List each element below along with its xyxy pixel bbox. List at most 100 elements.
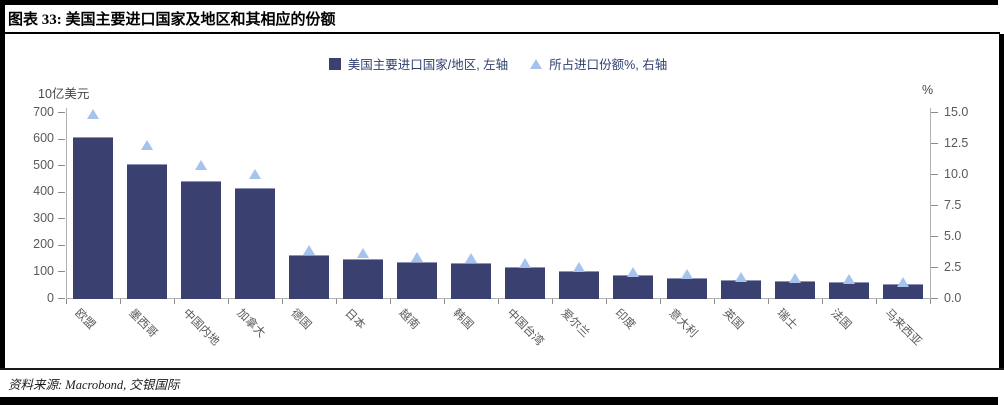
share-triangle-marker [626,266,639,277]
triangle-series-swatch-icon [530,58,543,69]
share-triangle-marker [788,273,801,284]
right-axis-tick [931,174,938,175]
x-axis-tick [876,299,877,304]
left-axis-tick [58,298,65,299]
x-axis-category-label: 德国 [288,307,314,332]
share-triangle-marker [464,253,477,264]
right-axis-tick [931,267,938,268]
x-axis-tick [822,299,823,304]
right-axis-tick-label: 12.5 [944,135,969,150]
x-axis-category-label: 意大利 [666,307,700,341]
share-triangle-marker [734,271,747,282]
x-axis-category-label: 爱尔兰 [558,307,592,341]
x-axis-tick [660,299,661,304]
x-axis-category-label: 印度 [612,307,638,332]
x-axis-tick [606,299,607,304]
share-triangle-marker [86,109,99,120]
share-triangle-marker [896,276,909,287]
legend-label: 所占进口份额%, 右轴 [549,58,668,72]
x-axis-category-label: 法国 [828,307,854,332]
x-axis-tick [444,299,445,304]
bar-series-swatch-icon [328,57,341,70]
right-axis-tick-label: 15.0 [944,104,969,119]
right-axis-tick [931,298,938,299]
legend-item: 美国主要进口国家/地区, 左轴 [328,54,509,73]
bar [829,282,869,299]
x-axis-category-label: 越南 [396,307,422,332]
x-axis-tick [174,299,175,304]
right-axis-tick-label: 7.5 [944,197,962,212]
right-axis-tick [931,236,938,237]
x-axis-tick [66,299,67,304]
share-triangle-marker [572,262,585,272]
share-triangle-marker [194,160,207,171]
bar [397,261,437,299]
top-border-bar [0,0,998,5]
left-axis-tick [58,244,65,246]
x-axis-baseline [66,298,931,299]
bottom-border-bar [0,397,998,405]
right-axis-tick-label: 2.5 [944,259,962,274]
x-axis-category-label: 马来西亚 [882,307,924,349]
left-border-bar [0,0,5,370]
share-triangle-marker [302,244,315,255]
left-axis-tick-label: 200 [33,237,54,252]
right-axis-tick [931,143,938,144]
x-axis-category-label: 欧盟 [72,307,98,332]
legend-label: 美国主要进口国家/地区, 左轴 [347,58,509,72]
share-triangle-marker [518,258,531,269]
left-axis-tick-label: 100 [33,263,54,278]
title-underline [0,32,1000,34]
right-axis-tick-label: 5.0 [944,228,962,243]
right-border-bar [999,34,1004,368]
bar [235,188,275,299]
bar [775,281,815,299]
left-axis-tick-label: 0 [47,290,54,305]
x-axis-category-label: 韩国 [450,307,476,332]
share-triangle-marker [356,248,369,259]
x-axis-tick [282,299,283,304]
right-axis-tick-label: 0.0 [944,290,962,305]
right-axis-tick [931,112,938,113]
left-axis-line [66,108,67,299]
left-axis-tick-label: 500 [33,157,54,172]
left-axis-tick [58,138,65,140]
x-axis-category-label: 中国内地 [180,307,222,349]
bar [127,163,167,299]
left-axis-tick [58,271,65,273]
left-axis-tick [58,191,65,193]
left-axis-tick-label: 700 [33,104,54,119]
left-axis-tick-label: 600 [33,131,54,146]
bar [451,262,491,299]
share-triangle-marker [140,140,153,151]
left-axis-unit-label: 10亿美元 [38,87,90,101]
x-axis-tick [390,299,391,304]
right-axis-line [930,108,931,299]
share-triangle-marker [248,169,261,179]
share-triangle-marker [842,274,855,285]
bar [721,279,761,299]
left-axis-tick-label: 300 [33,210,54,225]
right-axis-unit-label: % [922,83,934,97]
left-axis-tick-label: 400 [33,184,54,199]
bar [505,267,545,299]
x-axis-tick [552,299,553,304]
bar [181,181,221,299]
share-triangle-marker [410,252,423,263]
x-axis-category-label: 英国 [720,307,746,332]
x-axis-category-label: 瑞士 [774,307,800,332]
bar [73,137,113,299]
right-axis-tick [931,205,938,206]
bar [559,270,599,299]
left-axis-tick [58,218,65,220]
x-axis-tick [228,299,229,304]
legend: 美国主要进口国家/地区, 左轴 所占进口份额%, 右轴 [66,54,930,73]
share-triangle-marker [680,269,693,280]
legend-item: 所占进口份额%, 右轴 [530,54,667,73]
x-axis-tick [336,299,337,304]
footer-separator [0,368,1004,370]
right-axis-tick-label: 10.0 [944,166,969,181]
left-axis-tick [58,112,65,113]
left-axis-tick [58,165,65,167]
bar [343,258,383,299]
